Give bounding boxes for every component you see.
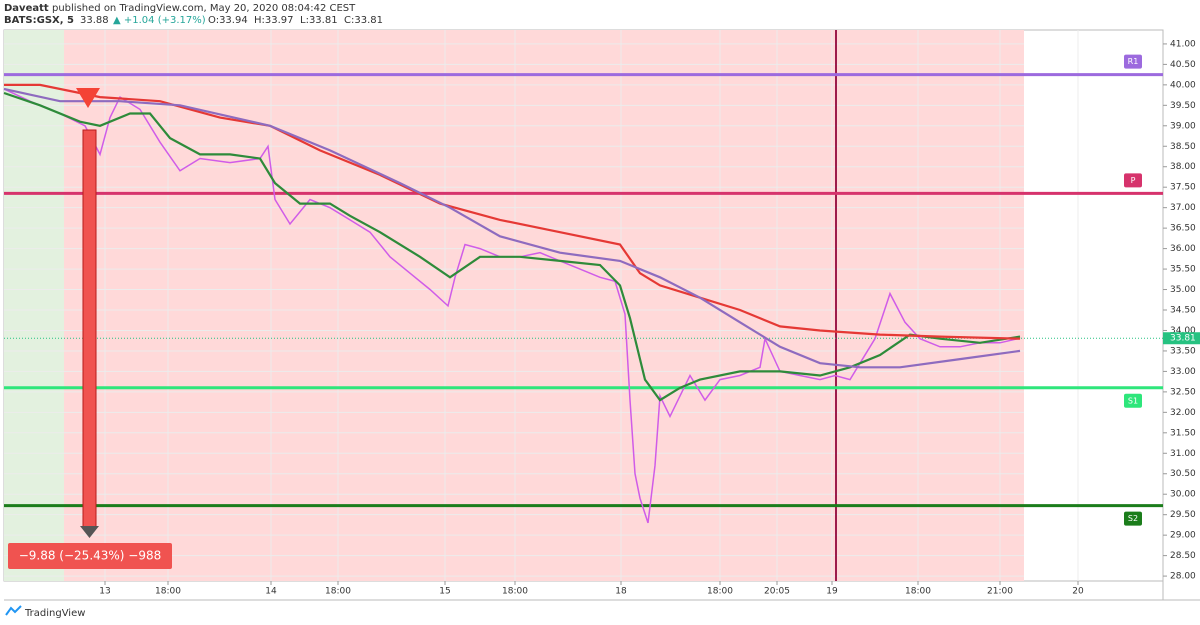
y-tick-label: 40.50 [1170,60,1196,70]
y-tick-label: 29.50 [1170,510,1196,520]
measure-label: −9.88 (−25.43%) −988 [19,549,162,563]
ohlc-high: H:33.97 [254,15,294,26]
logo [5,605,22,616]
x-tick-label: 18:00 [707,587,733,597]
y-tick-label: 39.00 [1170,121,1196,131]
x-tick-label: 18:00 [905,587,931,597]
y-tick-label: 36.00 [1170,244,1196,254]
y-tick-label: 36.50 [1170,224,1196,234]
y-tick-label: 40.00 [1170,80,1196,90]
symbol: BATS:GSX, 5 [4,15,74,26]
x-tick-label: 18:00 [155,587,181,597]
y-tick-label: 33.00 [1170,367,1196,377]
x-tick-label: 21:00 [987,587,1013,597]
measure-arrowhead [80,526,99,538]
x-tick-label: 18:00 [325,587,351,597]
y-tick-label: 32.50 [1170,387,1196,397]
level-label: S2 [1128,514,1138,523]
y-tick-label: 34.00 [1170,326,1196,336]
y-tick-label: 28.50 [1170,551,1196,561]
change: ▲ +1.04 (+3.17%) [113,15,206,26]
last-price-label: 33.81 [1170,334,1196,344]
published-text: published on TradingView.com, May 20, 20… [52,3,356,14]
measure-box [8,543,172,569]
y-tick-label: 37.50 [1170,183,1196,193]
x-tick-label: 20 [1072,587,1084,597]
y-tick-label: 35.00 [1170,285,1196,295]
x-tick-label: 20:05 [764,587,790,597]
moving-average [4,83,1021,340]
session-green [4,30,64,581]
y-tick-label: 32.00 [1170,408,1196,418]
x-tick-label: 15 [439,587,450,597]
level-badge [1124,173,1142,188]
y-tick-label: 30.00 [1170,490,1196,500]
moving-average [3,87,1021,369]
level-badge [1124,511,1142,526]
x-tick-label: 14 [265,587,277,597]
sell-marker [76,88,100,108]
y-tick-label: 31.50 [1170,428,1196,438]
x-tick-label: 18 [615,587,627,597]
moving-average [3,91,1021,402]
y-tick-label: 39.50 [1170,101,1196,111]
last-price-badge [1163,332,1200,345]
level-badge [1124,393,1142,408]
y-tick-label: 38.00 [1170,162,1196,172]
y-tick-label: 34.50 [1170,306,1196,316]
level-label: P [1131,176,1136,185]
measure-arrow [82,129,97,529]
layers [3,30,1163,581]
level-label: S1 [1128,396,1138,405]
y-tick-label: 33.50 [1170,346,1196,356]
y-tick-label: 35.50 [1170,265,1196,275]
y-tick-label: 38.50 [1170,142,1196,152]
ohlc-low: L:33.81 [300,15,338,26]
y-tick-label: 31.00 [1170,449,1196,459]
session-red [64,30,1024,581]
level-badge [1124,54,1142,69]
x-tick-label: 19 [826,587,838,597]
level-label: R1 [1128,57,1139,66]
x-tick-label: 13 [99,587,110,597]
last-price: 33.88 [80,15,109,26]
publisher: Daveatt [4,3,49,14]
ohlc-close: C:33.81 [344,15,383,26]
ohlc-open: O:33.94 [208,15,248,26]
y-tick-label: 41.00 [1170,39,1196,49]
y-tick-label: 28.00 [1170,572,1196,582]
brand: TradingView [24,608,85,619]
y-tick-label: 37.00 [1170,203,1196,213]
price-line [3,88,1021,524]
x-tick-label: 18:00 [502,587,528,597]
y-tick-label: 29.00 [1170,531,1196,541]
y-tick-label: 30.50 [1170,469,1196,479]
